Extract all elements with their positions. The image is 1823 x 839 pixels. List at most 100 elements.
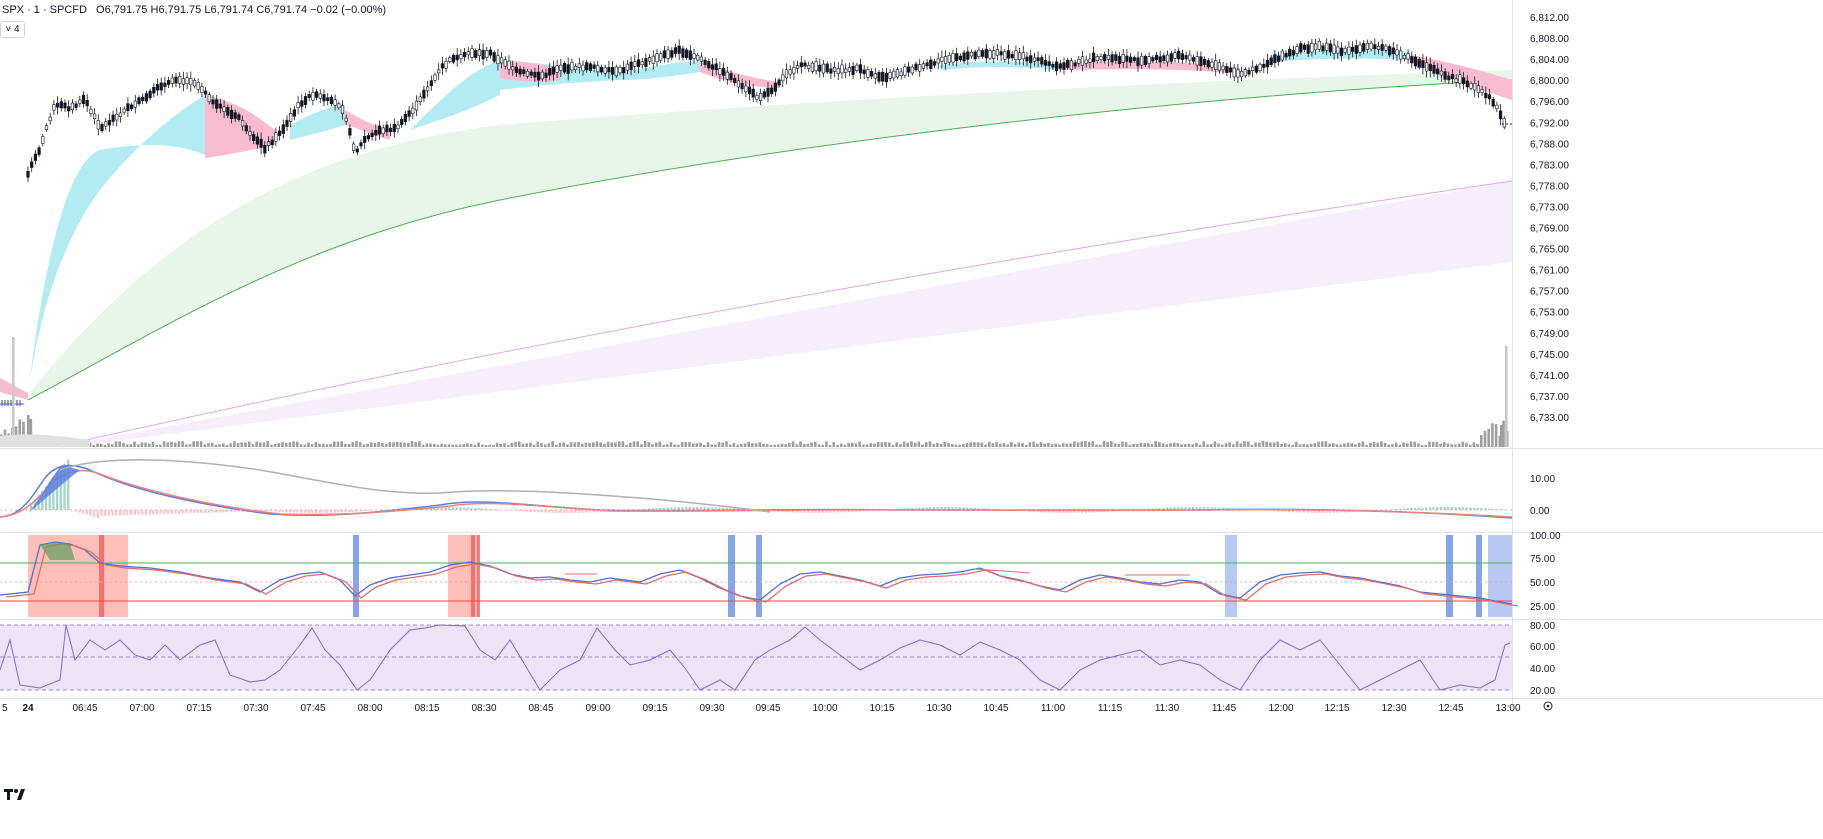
volume-bar (703, 445, 706, 447)
volume-bar (352, 442, 355, 447)
candle-body (682, 49, 685, 58)
candle-body (116, 114, 119, 120)
volume-bar (932, 444, 935, 447)
symbol-legend[interactable]: SPX · 1 · SPCFD O6,791.75 H6,791.75 L6,7… (2, 4, 386, 16)
candle-body (64, 103, 67, 108)
volume-bar (359, 442, 362, 447)
candle-body (42, 137, 45, 144)
candle-body (541, 72, 544, 79)
gear-icon[interactable] (1544, 702, 1552, 710)
candle-body (356, 149, 359, 152)
indicators-collapse-button[interactable]: ˅ 4 (0, 21, 25, 38)
candle-body (452, 55, 455, 62)
volume-bar (574, 442, 577, 447)
volume-bar (581, 444, 584, 447)
volume-bar (1417, 444, 1420, 448)
volume-bar (111, 444, 114, 447)
candle-body (722, 68, 725, 75)
macd-histogram-bar (463, 508, 465, 511)
candle-body (645, 58, 648, 66)
candle-body (663, 51, 666, 58)
volume-bar (670, 442, 673, 447)
candle-body (844, 69, 847, 73)
volume-bar (422, 445, 425, 447)
volume-bar (540, 443, 543, 447)
candle-body (82, 95, 85, 104)
volume-bar (118, 441, 121, 447)
volume-bar (629, 443, 632, 447)
volume-bar (1436, 442, 1439, 447)
candle-body (1485, 93, 1488, 98)
volume-bar (899, 444, 902, 447)
macd-histogram-bar (89, 510, 91, 516)
volume-bar (1425, 445, 1428, 447)
volume-bar (1269, 443, 1272, 448)
candle-body (437, 70, 440, 73)
candle-body (1078, 59, 1081, 63)
candle-body (907, 67, 910, 72)
candle-body (1499, 111, 1502, 119)
volume-bar (115, 441, 118, 447)
macd-histogram-bar (86, 510, 88, 515)
macd-histogram-bar (322, 510, 324, 513)
volume-bar (770, 445, 773, 447)
macd-histogram-bar (278, 510, 280, 512)
candle-body (97, 120, 100, 129)
volume-bar (1332, 443, 1335, 447)
volume-bar (1021, 443, 1024, 447)
candle-body (130, 105, 133, 109)
candle-body (552, 67, 555, 74)
volume-bar (914, 443, 917, 447)
change-value: −0.02 (−0.00%) (310, 4, 386, 16)
candle-body (1196, 57, 1199, 65)
candle-body (578, 64, 581, 68)
candle-body (75, 104, 78, 108)
candle-body (471, 49, 474, 58)
price-axis-label: 6,761.00 (1530, 266, 1569, 277)
candle-body (515, 67, 518, 73)
tradingview-logo[interactable] (4, 786, 28, 802)
symbol-title[interactable]: SPX · 1 · SPCFD (2, 4, 87, 16)
volume-bar (1484, 431, 1487, 447)
volume-bar (1347, 443, 1350, 447)
candle-body (793, 67, 796, 73)
volume-bar (895, 442, 898, 447)
volume-bar (707, 442, 710, 447)
time-axis-label: 12:45 (1438, 703, 1463, 714)
open-value: 6,791.75 (105, 4, 148, 16)
volume-bar (1158, 442, 1161, 447)
time-axis-label: 11:30 (1155, 703, 1180, 714)
volume-bar (1505, 346, 1508, 447)
candle-body (1318, 41, 1321, 49)
candle-body (486, 51, 489, 58)
volume-bar (1099, 445, 1102, 447)
candle-body (548, 68, 551, 75)
volume-bar (1473, 442, 1476, 447)
candle-body (745, 86, 748, 92)
volume-bar (714, 445, 717, 447)
price-axis-label: 6,737.00 (1530, 392, 1569, 403)
candle-body (334, 100, 337, 106)
volume-bar (755, 443, 758, 447)
candle-body (1137, 58, 1140, 66)
volume-bar (266, 441, 269, 447)
candle-body (1348, 47, 1351, 54)
volume-bar (788, 443, 791, 447)
candle-body (622, 67, 625, 73)
candle-body (889, 72, 892, 78)
candle-body (867, 70, 870, 78)
volume-bar (559, 443, 562, 447)
candle-body (160, 83, 163, 90)
macd-histogram-bar (100, 510, 102, 516)
macd-histogram-bar (707, 507, 709, 510)
price-axis-label: 6,769.00 (1530, 224, 1569, 235)
candle-body (138, 98, 141, 104)
candle-body (497, 56, 500, 64)
volume-bar (148, 444, 151, 447)
volume-bar (518, 442, 521, 448)
candle-body (963, 53, 966, 61)
candle-body (345, 118, 348, 121)
volume-bar (810, 443, 813, 447)
